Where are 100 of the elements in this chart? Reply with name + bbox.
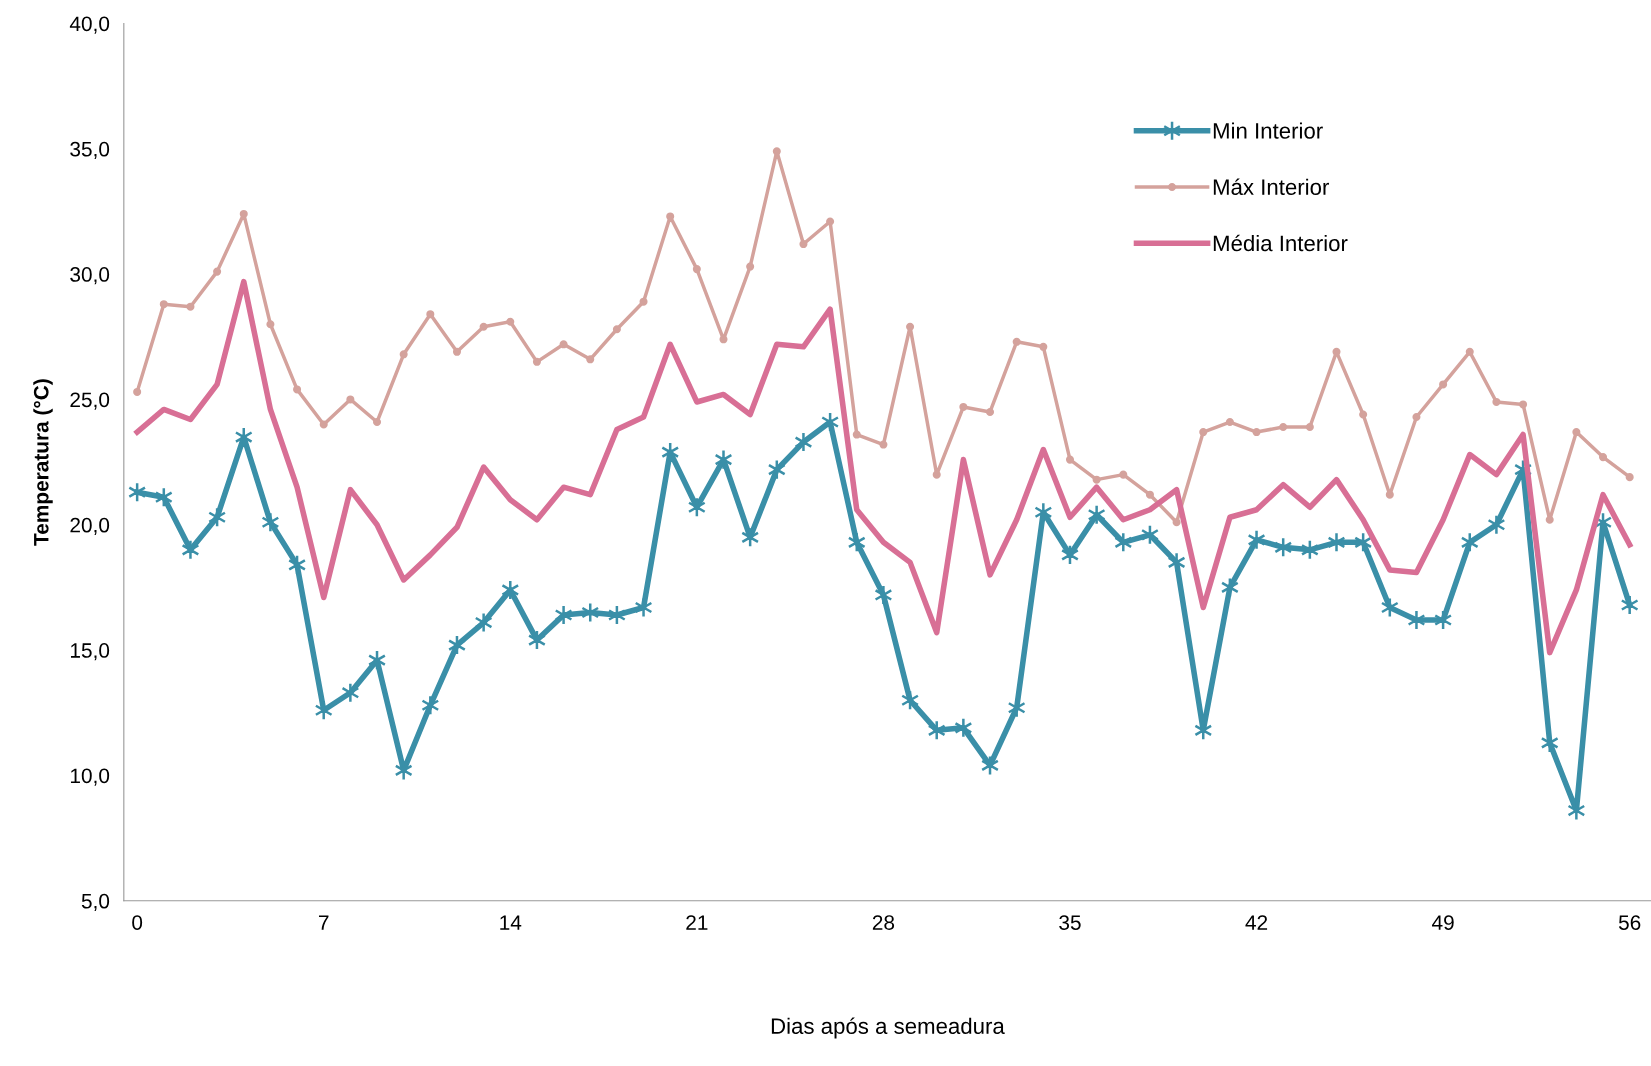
y-tick-label: 30,0 [70,267,110,285]
point [879,440,888,449]
legend-label: Máx Interior [1213,178,1329,195]
point [1327,532,1346,553]
point [554,604,573,626]
point [666,212,675,221]
point [452,347,462,356]
y-tick-label: 25,0 [70,392,110,410]
point [133,387,142,396]
point [1465,347,1474,356]
point [1620,594,1639,616]
point [1359,410,1368,419]
x-tick-label: 42 [1245,915,1268,930]
point [1167,552,1186,573]
x-tick-label: 7 [318,915,329,930]
point [959,402,968,411]
point [421,694,440,716]
point [239,209,248,218]
point [719,335,728,344]
x-tick-label: 49 [1432,915,1454,930]
point [1487,514,1506,536]
y-tick-label: 5,0 [81,893,110,911]
y-tick-label: 40,0 [69,16,110,34]
point [426,310,435,319]
point [559,340,568,349]
point [1599,453,1608,462]
point [1332,347,1341,356]
point [474,612,493,633]
point [372,417,382,427]
point [1092,475,1101,484]
point [1279,422,1288,432]
point [1545,515,1554,524]
point [1519,400,1528,409]
point [1439,380,1448,389]
x-tick-label: 0 [132,915,143,930]
point [399,350,408,359]
point [479,322,488,331]
x-tick-label: 35 [1059,915,1081,930]
point [532,357,541,366]
point [927,720,946,741]
y-axis-title: Temperatura (°C) [33,379,53,546]
point [159,300,168,309]
point [1252,428,1261,437]
point [1065,455,1075,464]
x-tick-label: 28 [872,915,895,930]
point [714,449,733,470]
point [634,597,653,618]
point [692,265,701,274]
x-tick-label: 14 [500,915,522,930]
y-tick-label: 10,0 [70,768,110,786]
point [612,325,621,334]
point [1039,342,1048,351]
point [1012,337,1021,346]
point [1145,490,1154,499]
point [1225,417,1234,427]
x-axis-title: Dias após a semeadura [771,1017,1005,1039]
point [181,539,200,561]
point [293,385,302,394]
y-tick-label: 20,0 [70,517,110,535]
point [1172,518,1181,527]
point [213,267,222,276]
point [1119,470,1128,479]
point [932,470,941,479]
point [586,355,595,364]
point [1492,397,1501,406]
x-tick-label: 21 [686,915,708,930]
y-tick-label: 15,0 [70,643,110,661]
point [954,717,973,739]
point [346,395,355,404]
point [1199,428,1208,437]
legend-label: Média Interior [1213,234,1348,252]
point [1305,422,1314,432]
point [826,217,835,226]
point [1247,529,1266,551]
point [794,431,813,453]
point [319,420,328,429]
point [1087,504,1106,526]
x-tick-label: 56 [1618,915,1641,930]
point [799,240,808,249]
legend-label: Min Interior [1213,122,1323,139]
point [1625,473,1634,482]
point [772,147,781,156]
point [186,302,195,311]
point [394,760,413,781]
point [874,584,893,606]
y-tick-label: 35,0 [70,141,110,159]
point [1385,490,1394,499]
point [639,297,648,306]
point [266,320,275,329]
point [314,699,333,721]
point [1572,428,1581,437]
point [506,317,515,326]
point [986,407,995,417]
point [1412,412,1421,422]
point [852,430,861,439]
point [1407,609,1426,631]
point [906,322,915,331]
point [261,511,280,533]
point [341,682,360,703]
point [746,262,755,271]
